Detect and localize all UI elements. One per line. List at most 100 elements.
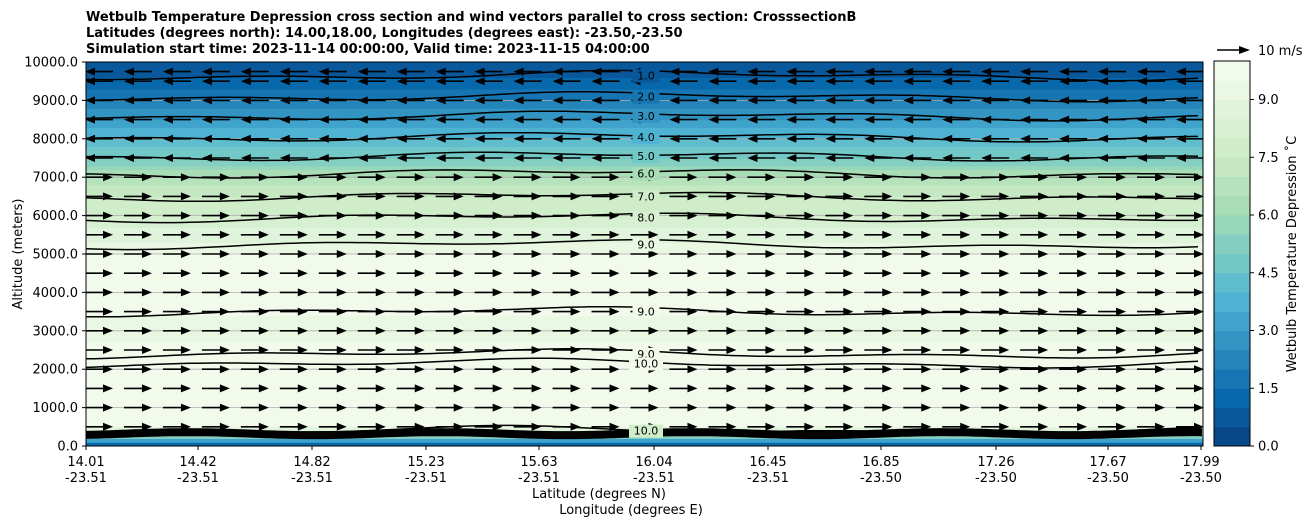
wind-vector-arrow <box>942 115 971 124</box>
wind-vector-arrow <box>1176 288 1203 297</box>
wind-vector-arrow <box>864 230 893 239</box>
filled-band <box>86 376 1203 382</box>
x-tick-label-lat: 17.99 <box>1182 455 1219 470</box>
wind-vector-arrow <box>1176 269 1203 278</box>
wind-vector-arrow <box>162 288 191 297</box>
wind-vector-arrow <box>201 365 230 374</box>
y-tick-label: 0.0 <box>57 440 78 455</box>
wind-vector-arrow <box>513 154 542 162</box>
wind-vector-arrow <box>1020 307 1049 316</box>
wind-vector-arrow <box>864 250 893 258</box>
wind-vector-arrow <box>1176 173 1203 182</box>
wind-vector-arrow <box>1059 346 1088 354</box>
filled-band <box>86 384 1203 389</box>
wind-vector-arrow <box>708 250 737 258</box>
wind-vector-arrow <box>1098 96 1127 105</box>
wind-vector-arrow <box>357 115 386 124</box>
wind-vector-arrow <box>240 230 269 239</box>
wind-vector-arrow <box>825 422 854 431</box>
wind-vector-arrow <box>201 67 230 76</box>
filled-band <box>86 223 1203 228</box>
wind-vector-arrow <box>318 326 347 335</box>
wind-vector-arrow <box>552 211 581 220</box>
wind-vector-arrow <box>981 96 1010 105</box>
wind-vector-arrow <box>1137 134 1166 143</box>
wind-vector-arrow <box>240 307 269 316</box>
wind-vector-arrow <box>903 422 932 431</box>
wind-vector-arrow <box>123 115 152 124</box>
title-line-3: Simulation start time: 2023-11-14 00:00:… <box>86 42 650 57</box>
wind-vector-arrow <box>630 250 659 258</box>
plot-area: 1.02.03.04.05.06.07.08.09.09.09.010.010.… <box>85 61 1204 447</box>
wind-vector-arrow <box>86 134 113 143</box>
wind-vector-arrow <box>318 288 347 297</box>
wind-vector-arrow <box>86 269 113 278</box>
wind-vector-arrow <box>1020 422 1049 431</box>
wind-vector-arrow <box>86 230 113 239</box>
wind-vector-arrow <box>825 154 854 162</box>
wind-vector-arrow <box>435 269 464 278</box>
wind-vector-arrow <box>747 115 776 124</box>
y-tick-label: 2000.0 <box>33 363 79 378</box>
wind-vector-arrow <box>123 230 152 239</box>
chart-title: Wetbulb Temperature Depression cross sec… <box>86 10 856 57</box>
wind-vector-arrow <box>708 115 737 124</box>
wind-vector-arrow <box>1098 365 1127 374</box>
wind-vector-arrow <box>201 422 230 431</box>
filled-band <box>86 338 1203 343</box>
wind-vector-arrow <box>864 422 893 431</box>
wind-vector-arrow <box>942 365 971 374</box>
wind-vector-arrow <box>630 403 659 412</box>
wind-vector-arrow <box>864 403 893 412</box>
wind-vector-arrow <box>981 134 1010 143</box>
wind-vector-arrow <box>786 96 815 105</box>
wind-vector-arrow <box>669 288 698 297</box>
wind-vector-arrow <box>825 250 854 258</box>
wind-vector-arrow <box>981 154 1010 162</box>
wind-vector-arrow <box>435 403 464 412</box>
wind-vector-arrow <box>474 192 503 201</box>
wind-vector-arrow <box>1176 384 1203 393</box>
wind-vector-arrow <box>708 67 737 76</box>
wind-vector-arrow <box>903 134 932 143</box>
colorbar-band <box>1214 311 1250 331</box>
wind-vector-arrow <box>708 192 737 201</box>
wind-vector-arrow <box>1176 250 1203 258</box>
contour-label: 2.0 <box>637 91 655 104</box>
wind-vector-arrow <box>708 269 737 278</box>
wind-vector-arrow <box>747 250 776 258</box>
wind-vector-arrow <box>86 307 113 316</box>
wind-vector-arrow <box>240 154 269 162</box>
wind-vector-arrow <box>1137 288 1166 297</box>
wind-vector-arrow <box>942 173 971 182</box>
filled-band <box>86 142 1203 148</box>
wind-vector-arrow <box>747 77 776 86</box>
filled-band <box>86 127 1203 132</box>
wind-vector-arrow <box>1098 288 1127 297</box>
wind-vector-arrow <box>669 192 698 201</box>
wind-vector-arrow <box>86 211 113 220</box>
wind-vector-arrow <box>123 154 152 162</box>
wind-vector-arrow <box>1098 173 1127 182</box>
filled-band <box>86 407 1203 413</box>
colorbar: 0.0 1.5 3.0 4.5 6.0 7.5 9.0 Wetbulb Temperatur… <box>1213 60 1300 455</box>
wind-vector-arrow <box>357 134 386 143</box>
wind-vector-arrow <box>513 346 542 354</box>
wind-vector-arrow <box>1059 288 1088 297</box>
wind-vector-arrow <box>162 173 191 182</box>
x-tick-label-lat: 17.26 <box>977 455 1014 470</box>
x-tick-label-lon: -23.51 <box>518 471 560 486</box>
wind-vector-arrow <box>747 96 776 105</box>
wind-vector-arrow <box>864 365 893 374</box>
wind-vector-arrow <box>279 346 308 354</box>
wind-vector-arrow <box>474 326 503 335</box>
wind-vector-arrow <box>786 134 815 143</box>
wind-vector-arrow <box>357 173 386 182</box>
wind-vector-arrow <box>747 422 776 431</box>
contour-label-bg <box>632 305 660 319</box>
wind-vector-arrow <box>1098 326 1127 335</box>
wind-vector-arrow <box>747 67 776 76</box>
wind-vector-arrow <box>396 154 425 162</box>
filled-band <box>86 265 1203 270</box>
wind-vector-arrow <box>1137 269 1166 278</box>
